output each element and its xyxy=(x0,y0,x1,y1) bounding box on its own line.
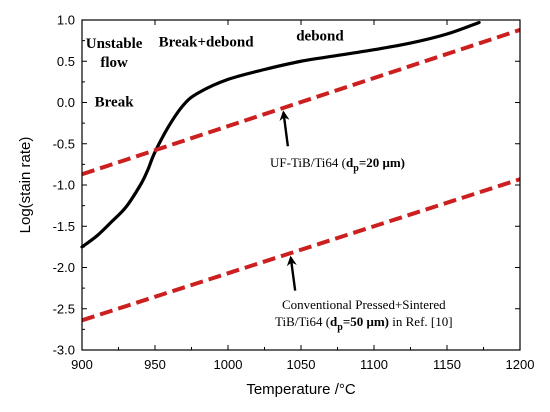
region-label-line: Break xyxy=(95,95,135,111)
x-tick-label: 1050 xyxy=(287,357,316,372)
x-tick-label: 1100 xyxy=(360,357,388,372)
region-label-line: debond xyxy=(296,29,344,45)
region-label: Unstable flow xyxy=(86,36,143,71)
annotation-text: Conventional Pressed+Sintered xyxy=(282,297,446,312)
y-axis-title: Log(stain rate) xyxy=(17,137,34,234)
series-line-1 xyxy=(80,20,481,249)
region-label: Break xyxy=(95,95,135,111)
x-tick-label: 1200 xyxy=(506,357,535,372)
annotation-text: TiB/Ti64 ( xyxy=(275,314,330,329)
annotation-text: =20 μm) xyxy=(359,155,405,170)
region-label: Break+debond xyxy=(159,34,255,50)
region-label: debond xyxy=(296,29,344,45)
annotation-arrow xyxy=(279,110,290,147)
annotation-text: UF-TiB/Ti64 ( xyxy=(270,155,346,170)
y-tick-label: -0.5 xyxy=(53,136,75,151)
y-tick-label: -3.0 xyxy=(53,343,75,358)
annotation-text: d xyxy=(330,314,338,329)
y-tick-label: 1.0 xyxy=(57,13,75,28)
y-tick-label: -2.5 xyxy=(53,301,75,316)
series-dashed-2 xyxy=(81,28,521,177)
y-tick-label: 0.0 xyxy=(57,95,75,110)
annotation-text: p xyxy=(337,322,343,333)
annotation-arrow xyxy=(286,255,297,291)
annotation-text: p xyxy=(353,163,359,174)
x-tick-label: 900 xyxy=(71,357,93,372)
x-axis-title-text: Temperature xyxy=(246,381,334,398)
series-dashed-3 xyxy=(81,177,521,323)
x-axis-title: Temperature /°C xyxy=(246,381,356,398)
region-label-line: flow xyxy=(100,55,128,71)
y-tick-label: 0.5 xyxy=(57,54,75,69)
annotation-text: =50 μm) xyxy=(343,314,389,329)
region-label-line: Unstable xyxy=(86,36,143,52)
y-tick-label: -1.5 xyxy=(53,219,75,234)
annotation-label: UF-TiB/Ti64 (dp=20 μm) xyxy=(270,155,405,174)
y-tick-label: -1.0 xyxy=(53,178,75,193)
x-tick-label: 1150 xyxy=(433,357,461,372)
annotation-text: in Ref. [10] xyxy=(389,314,453,329)
plot-area xyxy=(80,20,521,323)
region-label-line: Break+debond xyxy=(159,34,255,50)
annotation-text: d xyxy=(346,155,354,170)
x-axis-unit: /°C xyxy=(335,381,356,398)
labels: Unstable flow Break Break+debond debond UF-Ti… xyxy=(86,29,453,333)
x-tick-label: 950 xyxy=(144,357,166,372)
x-tick-label: 1000 xyxy=(214,357,243,372)
y-tick-label: -2.0 xyxy=(53,260,75,275)
axes: 900 950 1000 1050 1100 1150 1200 1.0 0.5 0.0 -0.5 -… xyxy=(17,13,534,399)
annotation-label: Conventional Pressed+Sintered TiB/Ti64 (d… xyxy=(275,297,453,333)
